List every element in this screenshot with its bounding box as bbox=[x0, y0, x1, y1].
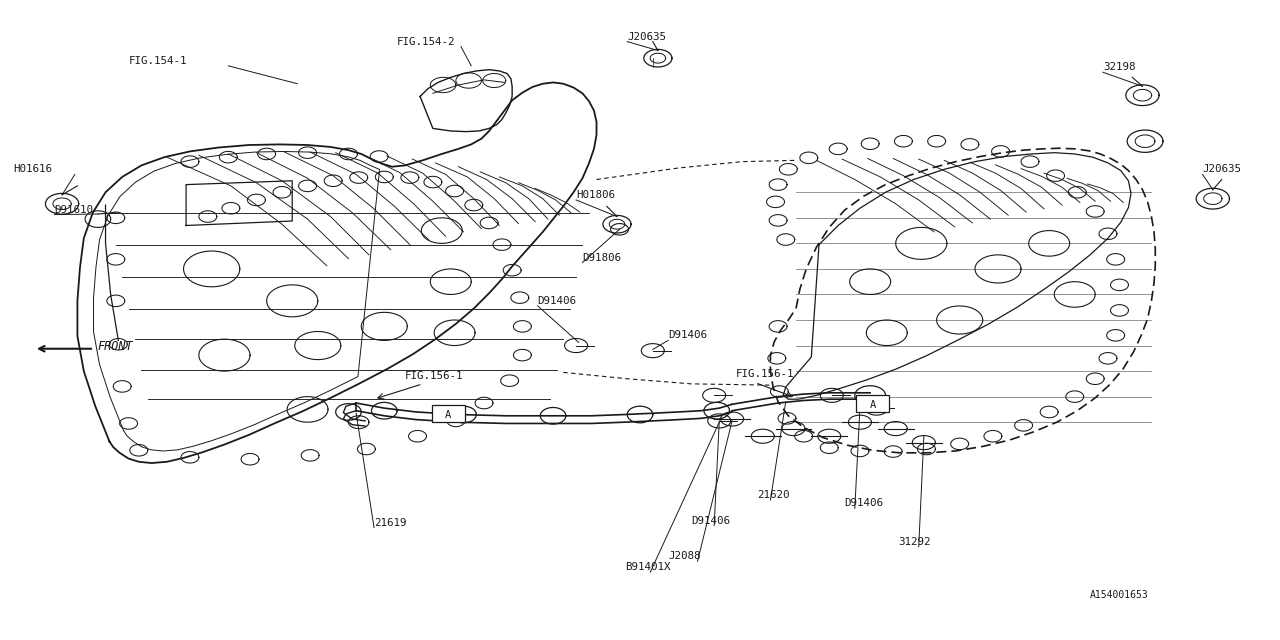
Text: D91406: D91406 bbox=[668, 330, 707, 340]
Text: A: A bbox=[869, 400, 876, 410]
Text: J20635: J20635 bbox=[627, 31, 666, 42]
Text: D91406: D91406 bbox=[691, 516, 730, 525]
Text: D91806: D91806 bbox=[582, 253, 622, 262]
Text: FRONT: FRONT bbox=[97, 340, 133, 353]
Text: J20635: J20635 bbox=[1203, 164, 1242, 174]
Text: FIG.154-1: FIG.154-1 bbox=[128, 56, 187, 66]
Text: J2088: J2088 bbox=[668, 552, 700, 561]
Text: 32198: 32198 bbox=[1103, 62, 1135, 72]
Text: A: A bbox=[445, 410, 452, 420]
Text: 31292: 31292 bbox=[899, 537, 931, 547]
Text: D91610: D91610 bbox=[54, 205, 93, 214]
Text: A154001653: A154001653 bbox=[1091, 589, 1149, 600]
Text: H01616: H01616 bbox=[14, 164, 52, 174]
Bar bbox=[431, 405, 465, 422]
Bar bbox=[856, 396, 890, 412]
Text: FIG.156-1: FIG.156-1 bbox=[404, 371, 463, 381]
Text: 21620: 21620 bbox=[758, 490, 790, 500]
Text: FIG.156-1: FIG.156-1 bbox=[736, 369, 795, 379]
Text: FIG.154-2: FIG.154-2 bbox=[397, 36, 456, 47]
Text: B91401X: B91401X bbox=[625, 563, 671, 572]
Text: 21619: 21619 bbox=[374, 518, 407, 527]
Text: D91406: D91406 bbox=[845, 499, 883, 508]
Text: D91406: D91406 bbox=[538, 296, 577, 306]
Text: H01806: H01806 bbox=[576, 190, 616, 200]
